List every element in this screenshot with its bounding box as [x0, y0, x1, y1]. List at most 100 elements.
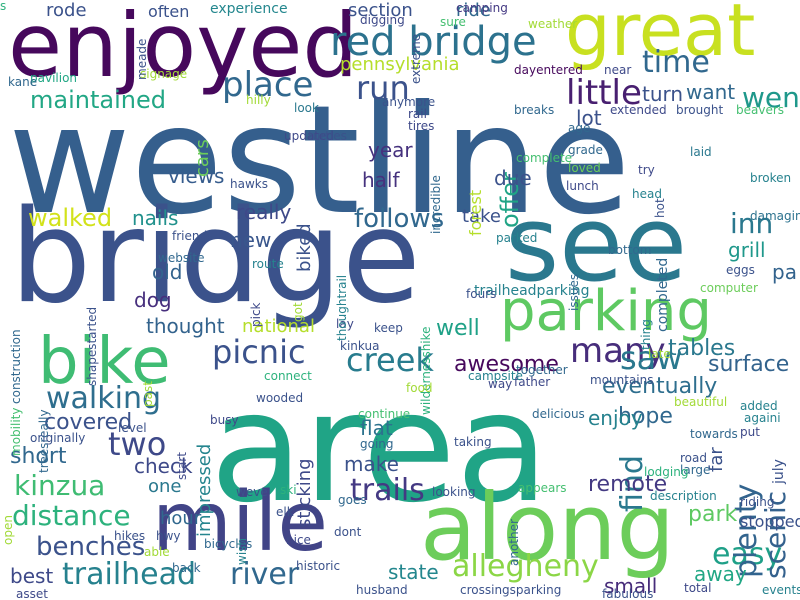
- word: nails: [132, 206, 179, 230]
- word: sticking: [294, 458, 315, 529]
- word: meade: [135, 38, 149, 80]
- word: together: [516, 363, 568, 377]
- word: kane: [8, 75, 38, 89]
- word: rail: [408, 107, 427, 121]
- word: really: [236, 200, 292, 224]
- word: updated: [284, 129, 334, 143]
- word: food: [406, 381, 433, 395]
- word: walking: [46, 381, 162, 416]
- word: thought: [146, 314, 225, 338]
- word: due: [494, 166, 532, 190]
- word: bridge: [10, 183, 421, 332]
- word: incredible: [429, 175, 443, 234]
- word: lodging: [644, 465, 689, 479]
- word: run: [356, 69, 410, 107]
- word: state: [388, 560, 439, 584]
- word: great: [565, 0, 756, 72]
- word: saw: [620, 339, 683, 377]
- word: hwy: [156, 529, 181, 543]
- word: appears: [518, 481, 567, 495]
- word: father: [514, 375, 551, 389]
- word: grade: [568, 143, 603, 157]
- word: experience: [210, 1, 288, 17]
- word: ski: [280, 483, 297, 497]
- word: bottom: [608, 243, 652, 257]
- word: brought: [676, 103, 724, 117]
- word: lay: [336, 317, 354, 331]
- word: dont: [334, 525, 362, 539]
- word: kinkua: [340, 339, 380, 353]
- word: againi: [744, 411, 781, 425]
- word: damaging: [750, 209, 800, 223]
- word: thing: [639, 319, 653, 350]
- word: maintained: [30, 86, 166, 114]
- word: weather: [528, 17, 578, 31]
- word: level: [118, 421, 147, 435]
- word: route: [252, 257, 284, 271]
- word: hawks: [230, 177, 268, 191]
- word: cars: [192, 139, 213, 178]
- word: historic: [296, 559, 341, 573]
- word: remote: [588, 472, 668, 497]
- word: husband: [356, 583, 408, 597]
- word: tables: [668, 336, 736, 361]
- word: views: [168, 164, 225, 188]
- word: pick: [249, 302, 263, 327]
- word: try: [638, 163, 655, 177]
- word: events: [762, 583, 800, 597]
- word: inn: [730, 207, 774, 240]
- word: follows: [354, 204, 445, 234]
- word: shapestarted: [85, 307, 99, 387]
- word: signage: [140, 67, 188, 81]
- word: wildernesshike: [419, 326, 433, 415]
- word: keep: [374, 321, 403, 335]
- word: little: [566, 73, 642, 113]
- word: anymore: [382, 95, 436, 109]
- word: hikes: [114, 529, 146, 543]
- word: delicious: [532, 407, 585, 421]
- word: complete: [516, 151, 573, 165]
- word: small: [604, 574, 658, 598]
- word: wish: [235, 537, 249, 565]
- word: eggs: [726, 263, 755, 277]
- word: taking: [454, 435, 492, 449]
- word: flat: [360, 416, 393, 440]
- word: turtles: [308, 129, 347, 143]
- word: near: [604, 63, 632, 77]
- word: mountains: [590, 373, 654, 387]
- word: got: [291, 301, 305, 322]
- word: digging: [360, 13, 405, 27]
- word: section: [348, 0, 413, 21]
- word: time: [642, 45, 710, 80]
- word: one: [148, 476, 182, 497]
- word: parking: [500, 279, 712, 344]
- word: new: [230, 228, 272, 252]
- word: make: [344, 452, 399, 476]
- word: originally: [30, 431, 86, 445]
- word: computer: [700, 281, 758, 295]
- word: two: [108, 425, 167, 463]
- word: hot: [653, 197, 667, 218]
- word: many: [570, 331, 666, 371]
- word: issues: [567, 274, 581, 312]
- word: fours: [466, 287, 497, 301]
- word: biked: [294, 223, 315, 272]
- word: hilly: [246, 93, 271, 107]
- word: extreme: [409, 34, 423, 85]
- word: asset: [16, 587, 48, 600]
- word: area: [210, 359, 549, 536]
- word: elk: [276, 505, 294, 519]
- word: look: [294, 101, 319, 115]
- word: dog: [134, 288, 172, 312]
- word: age: [568, 121, 591, 135]
- word: description: [650, 489, 717, 503]
- word: rode: [46, 0, 87, 21]
- word: bicycles: [204, 537, 253, 551]
- word: extended: [610, 103, 667, 117]
- word: allegheny: [452, 549, 599, 584]
- word: eventually: [602, 374, 718, 399]
- word: bike: [38, 325, 171, 399]
- word: breaks: [514, 103, 555, 117]
- word: towards: [690, 427, 738, 441]
- word: trailheadparking: [474, 283, 590, 299]
